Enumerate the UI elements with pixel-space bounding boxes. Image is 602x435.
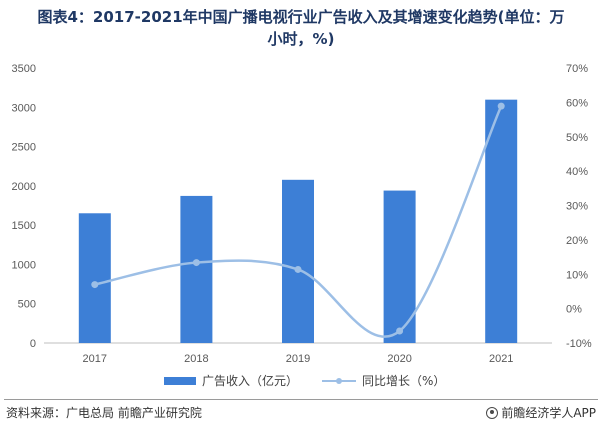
source-note: 资料来源：广电总局 前瞻产业研究院: [6, 406, 202, 420]
legend-bar-swatch: [164, 376, 196, 385]
y-right-tick-label: 20%: [566, 235, 588, 247]
chart-title-line-2: 小时，%): [267, 30, 335, 48]
tick-labels: 0 500 1000 1500 2000 2500 3000 3500 -10% 0% 10% 20%…: [12, 63, 592, 365]
growth-point: [91, 281, 99, 289]
legend-item-growth: 同比增长（%）: [322, 372, 445, 389]
y-left-tick-label: 3500: [12, 63, 36, 75]
growth-line: [94, 105, 503, 338]
y-left-tick-label: 1500: [12, 220, 36, 232]
chart-title: 图表4：2017-2021年中国广播电视行业广告收入及其增速变化趋势(单位：万 …: [0, 6, 602, 50]
y-left-tick-label: 3000: [12, 102, 36, 114]
growth-point: [396, 327, 404, 335]
footer-divider: [4, 399, 598, 400]
bar: [485, 99, 518, 344]
y-right-tick-label: 50%: [566, 132, 588, 144]
y-right-tick-label: 0%: [566, 304, 582, 316]
bar: [282, 179, 314, 343]
y-right-tick-label: 40%: [566, 166, 588, 178]
x-tick-label: 2019: [286, 353, 310, 365]
y-right-tick-label: 30%: [566, 201, 588, 213]
line-series: [91, 102, 505, 338]
brand-credit: 前瞻经济学人APP: [486, 404, 596, 421]
y-left-tick-label: 2500: [12, 142, 36, 154]
growth-point: [192, 259, 200, 267]
bar: [180, 195, 213, 343]
y-right-tick-label: 10%: [566, 269, 588, 281]
y-left-tick-label: 0: [30, 338, 36, 350]
y-left-tick-label: 2000: [12, 181, 36, 193]
legend-label-growth: 同比增长（%）: [362, 374, 446, 388]
x-tick-label: 2020: [387, 353, 411, 365]
growth-point: [294, 265, 302, 273]
y-right-tick-label: -10%: [566, 338, 592, 350]
bar-series: [78, 99, 518, 344]
x-tick-label: 2018: [184, 353, 208, 365]
y-right-tick-label: 60%: [566, 97, 588, 109]
bar: [78, 213, 111, 343]
legend: 广告收入（亿元） 同比增长（%）: [0, 372, 602, 394]
x-tick-label: 2017: [83, 353, 107, 365]
y-right-tick-label: 70%: [566, 63, 588, 75]
x-tick-label: 2021: [489, 353, 513, 365]
legend-label-revenue: 广告收入（亿元）: [202, 374, 299, 388]
brand-text: 前瞻经济学人APP: [501, 406, 596, 420]
y-left-tick-label: 1000: [12, 259, 36, 271]
chart-area: 0 500 1000 1500 2000 2500 3000 3500 -10% 0% 10% 20%…: [12, 63, 592, 365]
chart-title-line-1: 图表4：2017-2021年中国广播电视行业广告收入及其增速变化趋势(单位：万: [37, 8, 565, 26]
at-icon: [486, 406, 499, 419]
growth-point: [497, 102, 505, 110]
y-left-tick-label: 500: [18, 299, 36, 311]
legend-line-swatch: [322, 376, 356, 386]
legend-item-revenue: 广告收入（亿元）: [164, 372, 298, 389]
